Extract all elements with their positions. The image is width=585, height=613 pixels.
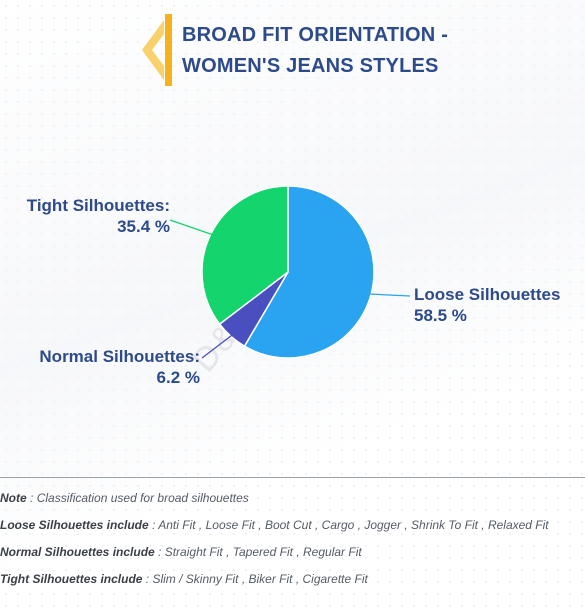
note-line: Note : Classification used for broad sil… bbox=[0, 488, 585, 515]
note-key: Tight Silhouettes include bbox=[0, 572, 143, 586]
notes-section: Note : Classification used for broad sil… bbox=[0, 488, 585, 596]
note-sep: : bbox=[148, 518, 159, 532]
chevron-icon bbox=[142, 20, 164, 80]
label-tight-value: 35.4 % bbox=[117, 217, 170, 236]
leader-line-normal-silhouettes bbox=[201, 334, 233, 359]
label-loose-value: 58.5 % bbox=[414, 306, 467, 325]
label-loose-silhouettes: Loose Silhouettes 58.5 % bbox=[414, 284, 560, 326]
label-normal-silhouettes: Normal Silhouettes: 6.2 % bbox=[16, 346, 200, 388]
note-text: Anti Fit , Loose Fit , Boot Cut , Cargo … bbox=[158, 518, 549, 532]
note-key: Normal Silhouettes include bbox=[0, 545, 155, 559]
label-normal-name: Normal Silhouettes: bbox=[39, 347, 200, 366]
note-line: Tight Silhouettes include : Slim / Skinn… bbox=[0, 569, 585, 596]
note-sep: : bbox=[154, 545, 165, 559]
page-title: BROAD FIT ORIENTATION - WOMEN'S JEANS ST… bbox=[182, 24, 449, 77]
note-key: Note bbox=[0, 491, 27, 505]
label-tight-name: Tight Silhouettes: bbox=[26, 196, 170, 215]
note-line: Normal Silhouettes include : Straight Fi… bbox=[0, 542, 585, 569]
label-loose-name: Loose Silhouettes bbox=[414, 285, 561, 304]
label-tight-silhouettes: Tight Silhouettes: 35.4 % bbox=[4, 195, 170, 237]
label-normal-value: 6.2 % bbox=[156, 368, 200, 387]
note-text: Straight Fit , Tapered Fit , Regular Fit bbox=[164, 545, 362, 559]
title-accent-bar bbox=[165, 14, 172, 86]
leader-line-tight-silhouettes bbox=[169, 219, 213, 236]
note-key: Loose Silhouettes include bbox=[0, 518, 149, 532]
note-line: Loose Silhouettes include : Anti Fit , L… bbox=[0, 515, 585, 542]
note-text: Slim / Skinny Fit , Biker Fit , Cigarett… bbox=[152, 572, 368, 586]
note-sep: : bbox=[142, 572, 153, 586]
notes-divider bbox=[0, 477, 585, 478]
note-sep: : bbox=[26, 491, 37, 505]
note-text: Classification used for broad silhouette… bbox=[36, 491, 249, 505]
pie-chart bbox=[169, 185, 411, 359]
leader-line-loose-silhouettes bbox=[369, 293, 411, 297]
